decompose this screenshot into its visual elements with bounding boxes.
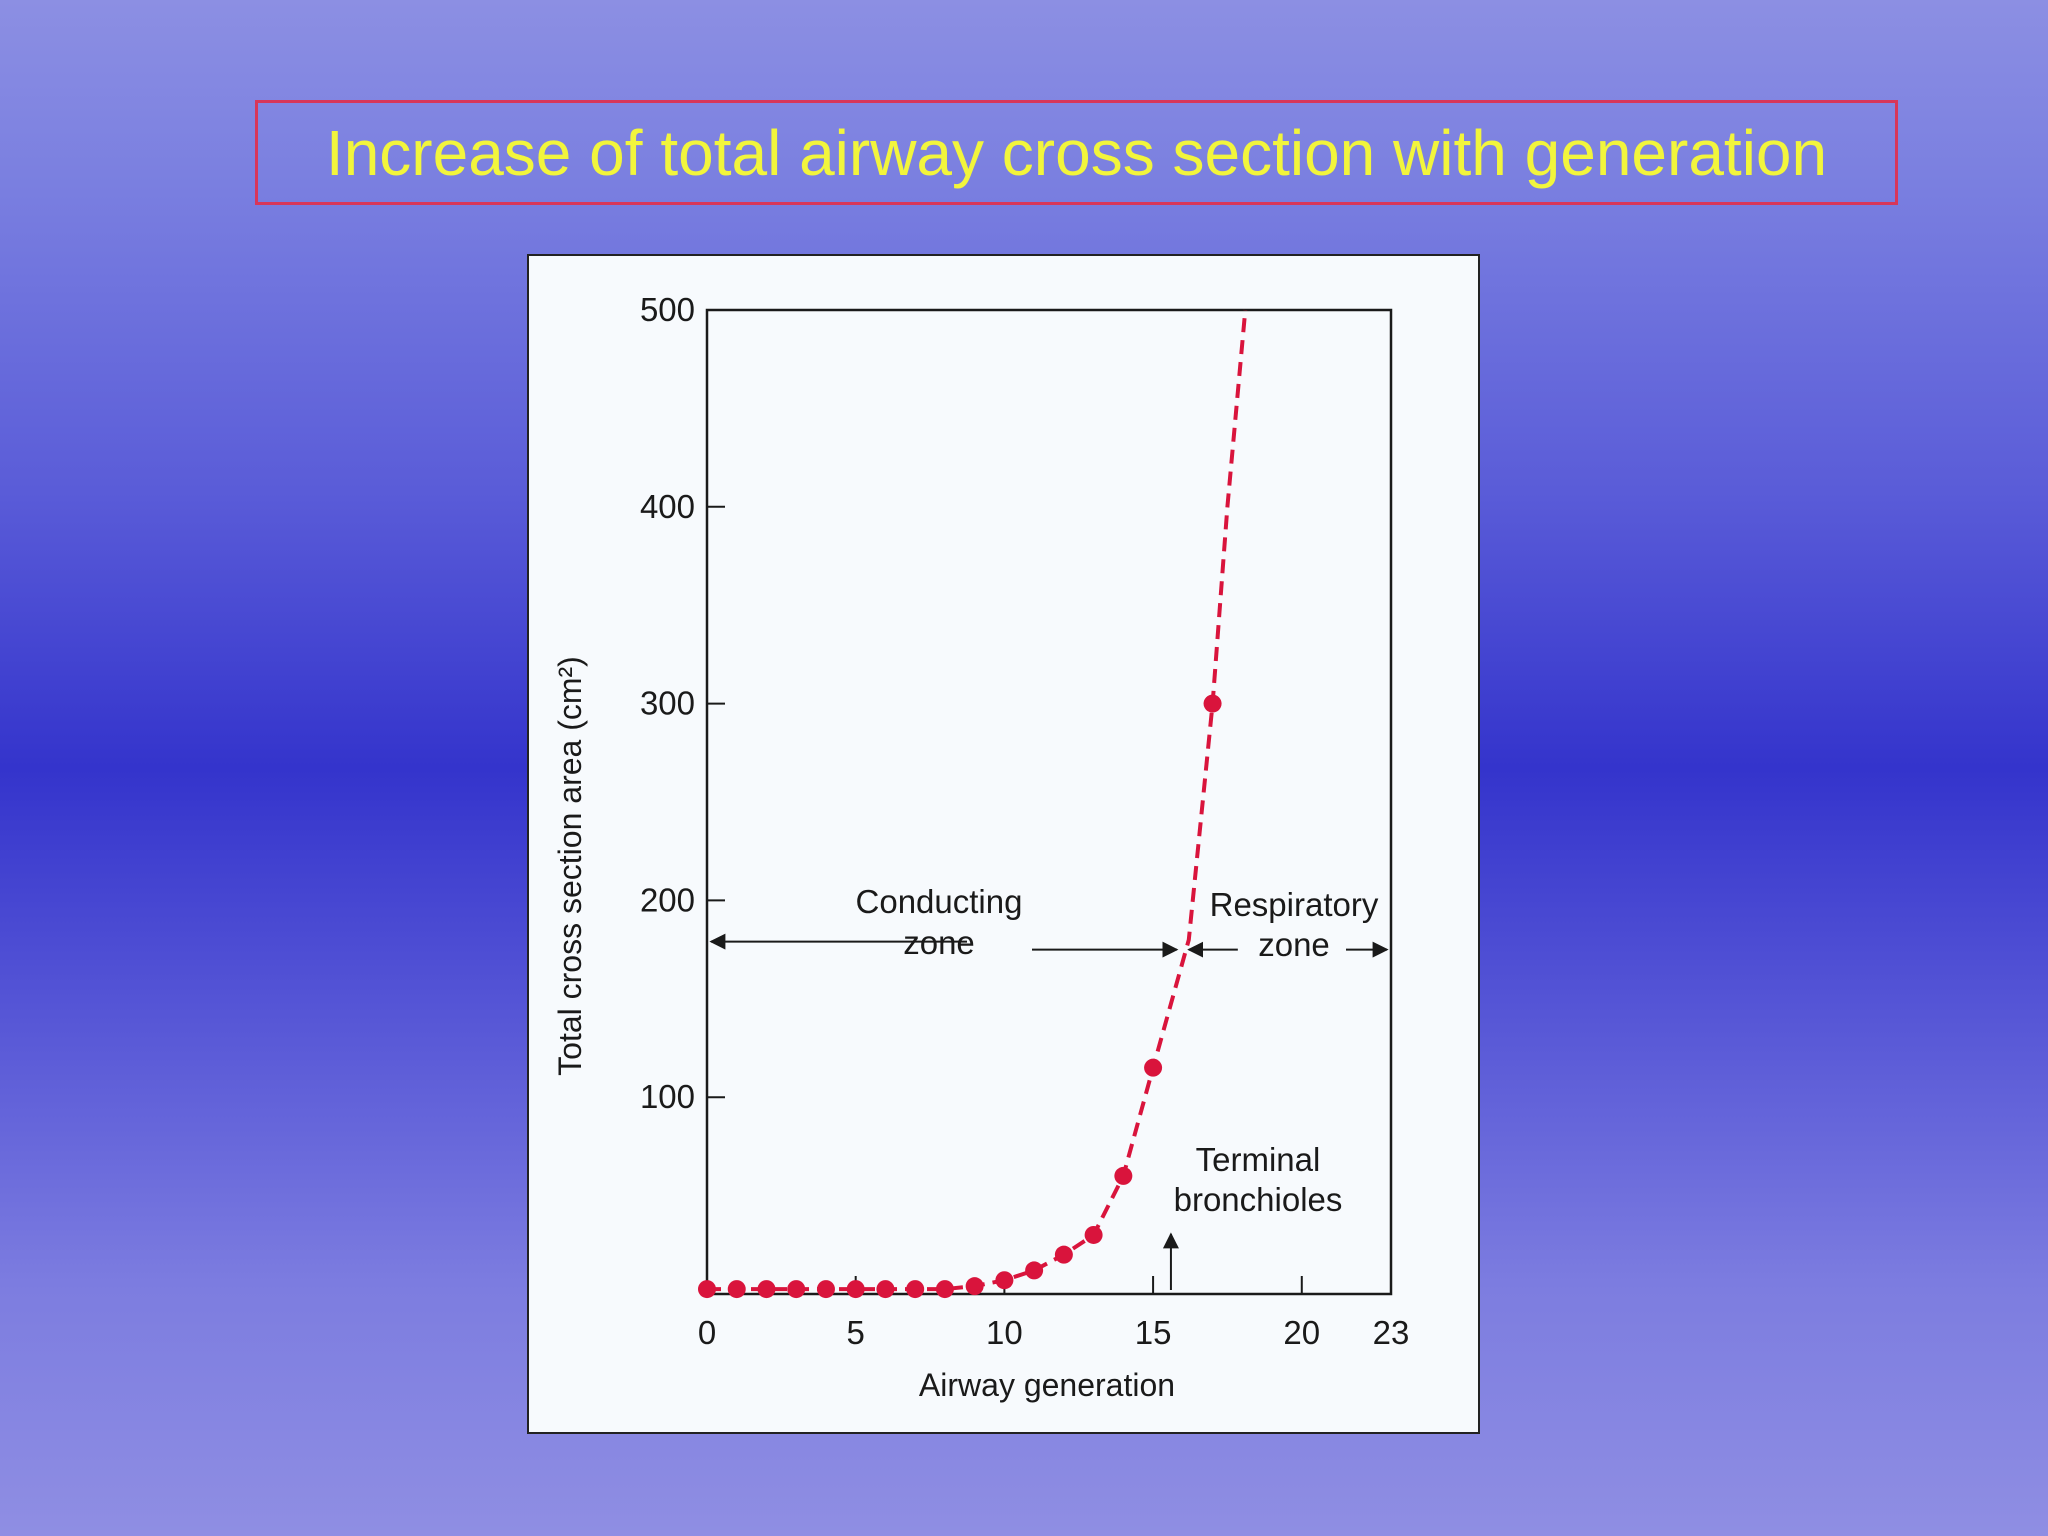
conducting-zone-label: Conducting (856, 883, 1023, 920)
x-axis-label: Airway generation (919, 1367, 1175, 1403)
airway-cross-section-chart: 100 200 300 400 500 0 5 10 15 20 23 Airway generat… (552, 291, 1410, 1403)
chart-panel: 100 200 300 400 500 0 5 10 15 20 23 Airway generat… (527, 254, 1480, 1434)
data-point (846, 1280, 865, 1299)
data-point (965, 1277, 984, 1296)
data-point (1084, 1225, 1103, 1244)
y-tick-label: 300 (640, 685, 695, 722)
x-tick-label: 20 (1283, 1314, 1320, 1351)
data-point (757, 1280, 776, 1299)
slide-title-box: Increase of total airway cross section w… (255, 100, 1898, 205)
respiratory-zone-label-line2: zone (1258, 926, 1330, 963)
y-tick-label: 100 (640, 1078, 695, 1115)
x-tick-label: 23 (1373, 1314, 1410, 1351)
y-tick-label: 200 (640, 881, 695, 918)
terminal-bronchioles-label: Terminal (1196, 1141, 1321, 1178)
y-axis-label: Total cross section area (cm²) (552, 656, 588, 1076)
data-point (906, 1280, 925, 1299)
x-tick-label: 0 (698, 1314, 716, 1351)
x-tick-label: 15 (1135, 1314, 1172, 1351)
x-tick-label: 10 (986, 1314, 1023, 1351)
data-point (1025, 1261, 1044, 1280)
data-point (1114, 1166, 1133, 1185)
data-point (1144, 1058, 1163, 1077)
y-tick-label: 500 (640, 291, 695, 328)
plot-frame (705, 308, 1393, 1296)
respiratory-zone-label: Respiratory (1210, 886, 1379, 923)
data-point (876, 1280, 895, 1299)
data-point (1203, 694, 1222, 713)
data-point (787, 1280, 806, 1299)
x-tick-label: 5 (847, 1314, 865, 1351)
data-point (935, 1280, 954, 1299)
conducting-zone-label-line2: zone (903, 924, 975, 961)
y-tick-label: 400 (640, 488, 695, 525)
data-point (727, 1280, 746, 1299)
terminal-bronchioles-label-line2: bronchioles (1174, 1181, 1343, 1218)
data-point (698, 1280, 716, 1299)
slide-title: Increase of total airway cross section w… (325, 116, 1828, 189)
data-point (1054, 1245, 1073, 1264)
data-point (816, 1280, 835, 1299)
data-point (995, 1271, 1014, 1290)
series-line (707, 309, 1248, 1292)
